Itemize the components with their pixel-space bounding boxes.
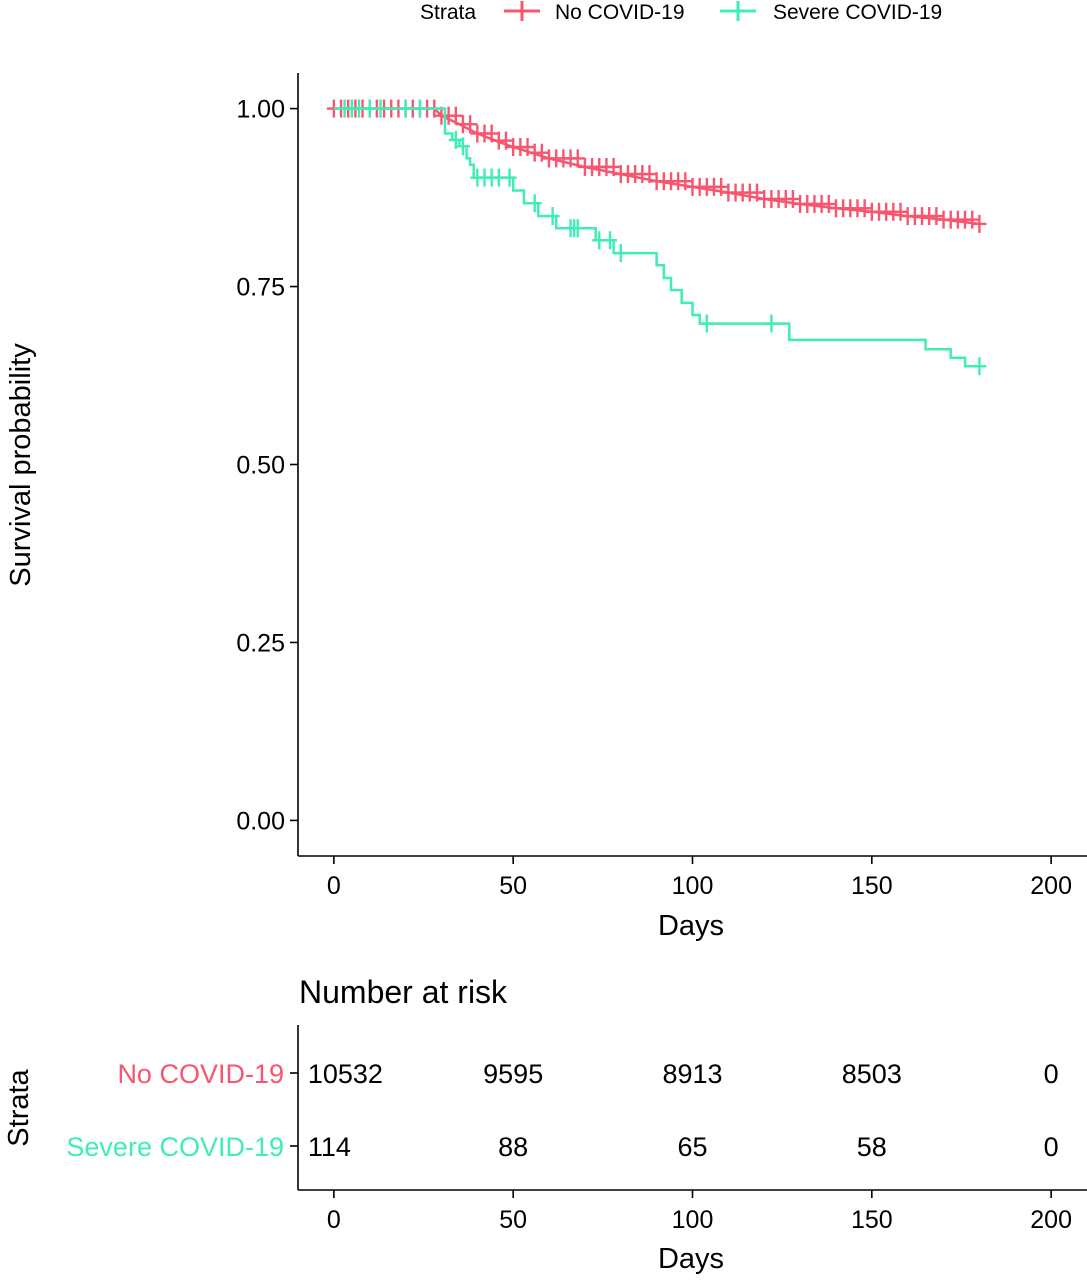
censor-mark-severe-covid-19 [699, 314, 714, 333]
legend-label-no-covid: No COVID-19 [555, 1, 685, 24]
censor-mark-no-covid-19 [678, 172, 693, 191]
censor-mark-no-covid-19 [463, 115, 478, 134]
y-axis-title: Survival probability [5, 343, 37, 587]
x-tick-label: 100 [672, 872, 714, 900]
censor-mark-no-covid-19 [785, 189, 800, 208]
censor-mark-no-covid-19 [499, 131, 514, 150]
y-tick-label: 0.50 [236, 452, 285, 480]
series-layer [326, 99, 987, 376]
censor-mark-no-covid-19 [972, 214, 987, 233]
y-tick-label: 0.00 [236, 807, 285, 835]
risk-cell-severe-covid-19: 65 [677, 1132, 707, 1162]
censor-mark-severe-covid-19 [412, 99, 427, 118]
y-tick-label: 0.75 [236, 274, 285, 302]
censor-mark-no-covid-19 [750, 183, 765, 202]
legend-label-severe-covid: Severe COVID-19 [773, 1, 942, 24]
risk-cell-no-covid-19: 8503 [842, 1059, 902, 1089]
risk-cell-severe-covid-19: 88 [498, 1132, 528, 1162]
risk-cell-severe-covid-19: 114 [308, 1132, 351, 1162]
risk-row-label-severe-covid-19: Severe COVID-19 [66, 1132, 284, 1162]
censor-mark-no-covid-19 [484, 124, 499, 143]
risk-rows: No COVID-19 10532 9595 8913 8503 0 Severe COVI… [66, 1059, 1058, 1162]
censor-mark-severe-covid-19 [603, 231, 618, 250]
risk-table-title: Number at risk [299, 974, 508, 1010]
risk-cell-no-covid-19: 0 [1044, 1059, 1059, 1089]
censor-mark-no-covid-19 [448, 106, 463, 125]
censor-mark-no-covid-19 [965, 210, 980, 229]
censor-mark-no-covid-19 [714, 177, 729, 196]
censor-mark-no-covid-19 [929, 207, 944, 226]
censor-mark-severe-covid-19 [527, 194, 542, 213]
risk-table: Number at risk Strata Days [3, 974, 1087, 1275]
risk-x-tick-label: 50 [499, 1206, 527, 1234]
risk-cell-no-covid-19: 8913 [662, 1059, 722, 1089]
censor-mark-severe-covid-19 [764, 314, 779, 333]
legend: Strata No COVID-19 Severe COVID-19 [420, 1, 942, 24]
x-ticks: 0 50 100 150 200 [327, 856, 1072, 900]
x-tick-label: 50 [499, 872, 527, 900]
risk-x-tick-label: 150 [851, 1206, 893, 1234]
censor-mark-no-covid-19 [642, 165, 657, 184]
risk-cell-severe-covid-19: 0 [1044, 1132, 1059, 1162]
series-line-no-covid-19 [333, 107, 980, 226]
censor-mark-severe-covid-19 [545, 207, 560, 226]
risk-cell-no-covid-19: 10532 [308, 1059, 383, 1089]
risk-cell-no-covid-19: 9595 [483, 1059, 543, 1089]
censor-mark-no-covid-19 [534, 143, 549, 162]
x-tick-label: 0 [327, 872, 341, 900]
censor-mark-severe-covid-19 [613, 244, 628, 263]
y-ticks: 0.00 0.25 0.50 0.75 1.00 [236, 96, 298, 835]
risk-x-tick-label: 0 [327, 1206, 341, 1234]
censor-mark-severe-covid-19 [972, 357, 987, 376]
x-axis-title: Days [658, 910, 724, 942]
censor-mark-no-covid-19 [893, 202, 908, 221]
y-tick-label: 0.25 [236, 629, 285, 657]
series-line-severe-covid-19 [333, 107, 980, 368]
x-tick-label: 200 [1030, 872, 1072, 900]
x-tick-label: 150 [851, 872, 893, 900]
risk-x-tick-label: 200 [1030, 1206, 1072, 1234]
censor-mark-no-covid-19 [570, 149, 585, 168]
censor-mark-no-covid-19 [821, 194, 836, 213]
legend-title: Strata [420, 1, 476, 24]
y-tick-label: 1.00 [236, 96, 285, 124]
risk-row-label-no-covid-19: No COVID-19 [117, 1059, 284, 1089]
censor-mark-severe-covid-19 [455, 137, 470, 156]
risk-x-tick-label: 100 [672, 1206, 714, 1234]
censor-mark-no-covid-19 [520, 138, 535, 157]
risk-x-axis-title: Days [658, 1243, 724, 1275]
censor-mark-severe-covid-19 [570, 219, 585, 238]
censor-mark-severe-covid-19 [373, 99, 388, 118]
censor-mark-no-covid-19 [606, 157, 621, 176]
risk-y-axis-title: Strata [3, 1068, 35, 1146]
risk-cell-severe-covid-19: 58 [857, 1132, 887, 1162]
main-axes: Survival probability Days [5, 73, 1087, 942]
censor-mark-no-covid-19 [857, 199, 872, 218]
censor-mark-severe-covid-19 [502, 168, 517, 187]
censor-mark-severe-covid-19 [448, 130, 463, 149]
risk-x-ticks: 0 50 100 150 200 [327, 1190, 1072, 1234]
censor-mark-severe-covid-19 [398, 99, 413, 118]
